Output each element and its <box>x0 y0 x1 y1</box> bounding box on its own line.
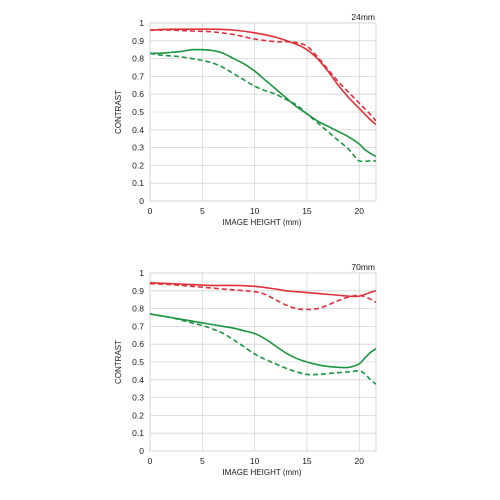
series-line-red-dashed <box>150 29 376 122</box>
y-tick-label: 0.3 <box>132 143 144 153</box>
y-tick-label: 0.8 <box>132 304 144 314</box>
x-tick-label: 15 <box>302 206 312 216</box>
focal-length-label: 24mm <box>351 12 375 22</box>
x-axis-title: IMAGE HEIGHT (mm) <box>223 218 302 227</box>
mtf-chart-24mm: 00.10.20.30.40.50.60.70.80.910 5 10 15 20IMA… <box>114 12 377 227</box>
series-line-red-dashed <box>150 282 376 311</box>
series-line-green-solid <box>150 48 376 158</box>
x-axis-title: IMAGE HEIGHT (mm) <box>223 468 302 477</box>
y-tick-label: 0.2 <box>132 410 144 420</box>
y-tick-label: 0.6 <box>132 339 144 349</box>
x-tick-label: 20 <box>355 456 365 466</box>
y-tick-label: 0.7 <box>132 71 144 81</box>
y-axis-title: CONTRAST <box>114 340 123 384</box>
x-tick-label: 10 <box>250 206 260 216</box>
x-tick-label: 15 <box>302 456 312 466</box>
series-line-green-dashed <box>150 313 376 385</box>
focal-length-label: 70mm <box>351 262 375 272</box>
series-line-red-solid <box>150 281 376 298</box>
y-tick-label: 0.5 <box>132 357 144 367</box>
y-tick-label: 0.3 <box>132 393 144 403</box>
y-tick-label: 0.9 <box>132 36 144 46</box>
x-tick-label: 0 <box>148 456 153 466</box>
x-tick-label: 20 <box>355 206 365 216</box>
y-tick-label: 0.8 <box>132 54 144 64</box>
y-tick-label: 0.4 <box>132 375 144 385</box>
x-tick-label: 10 <box>250 456 260 466</box>
series-line-green-dashed <box>150 52 376 163</box>
x-tick-label: 5 <box>200 456 205 466</box>
y-tick-label: 0.1 <box>132 428 144 438</box>
mtf-chart-70mm: 00.10.20.30.40.50.60.70.80.910 5 10 15 20IMA… <box>114 262 377 477</box>
y-tick-label: 0.1 <box>132 178 144 188</box>
series-line-red-solid <box>150 28 376 126</box>
y-tick-label: 0.6 <box>132 89 144 99</box>
y-tick-label: 1 <box>139 18 144 28</box>
y-tick-label: 0.5 <box>132 107 144 117</box>
y-tick-label: 0.2 <box>132 160 144 170</box>
y-tick-label: 0.4 <box>132 125 144 135</box>
y-axis-title: CONTRAST <box>114 90 123 134</box>
y-tick-label: 0.7 <box>132 321 144 331</box>
series-line-green-solid <box>150 313 376 369</box>
y-tick-label: 0 <box>139 196 144 206</box>
x-tick-label: 0 <box>148 206 153 216</box>
y-tick-label: 1 <box>139 268 144 278</box>
y-tick-label: 0.9 <box>132 286 144 296</box>
y-tick-label: 0 <box>139 446 144 456</box>
x-tick-label: 5 <box>200 206 205 216</box>
